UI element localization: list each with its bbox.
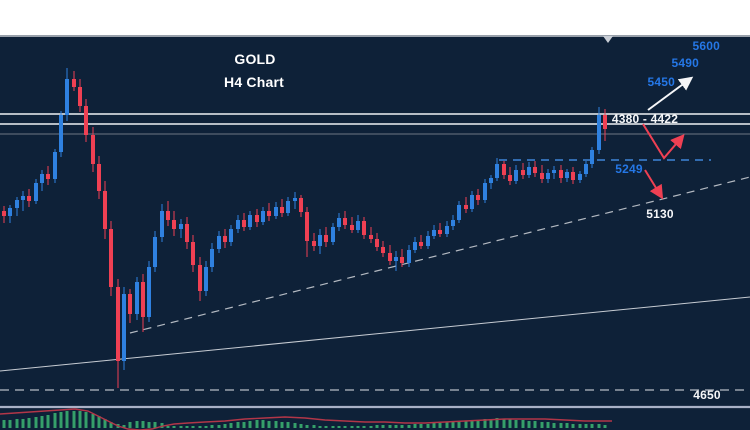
target-label-5490: 5490 (671, 56, 699, 70)
target-label-5450: 5450 (647, 75, 675, 89)
annotation-arrows (642, 76, 694, 200)
chart-title-symbol: GOLD (234, 51, 276, 67)
latest-bar-marker-icon (603, 36, 613, 43)
support-label-4650: 4650 (693, 388, 721, 402)
target-label-5600: 5600 (692, 39, 720, 53)
chart-canvas[interactable] (0, 35, 750, 430)
supply-zone-label: 4380 - 4422 (611, 112, 679, 126)
oscillator-indicator (0, 405, 750, 430)
chart-title-timeframe: H4 Chart (224, 74, 284, 90)
level-label-5130: 5130 (646, 207, 674, 221)
candlestick-series (2, 68, 607, 388)
top-whitespace-strip (0, 0, 750, 35)
horizontal-price-levels (0, 113, 750, 391)
level-label-5249: 5249 (615, 162, 643, 176)
